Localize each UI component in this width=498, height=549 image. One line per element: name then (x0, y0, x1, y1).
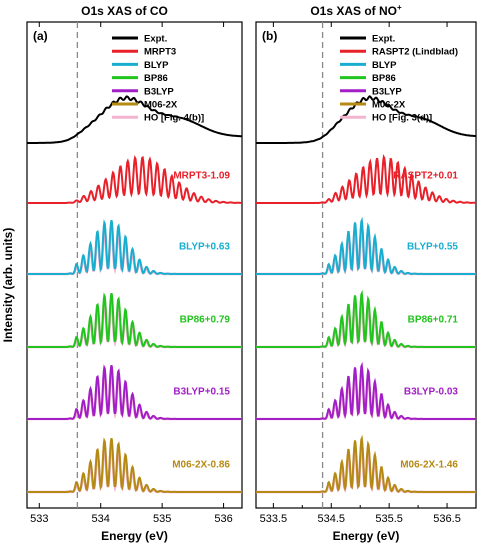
x-axis-label: Energy (eV) (101, 529, 168, 543)
panel-a: O1s XAS of CO (a) 533 534 535 536 Energy (eV) M… (26, 4, 243, 543)
legend-entry: M06-2X (372, 100, 406, 111)
legend-entry: BLYP (372, 60, 397, 71)
trace-label: BP86+0.71 (408, 315, 459, 326)
x-tick-label: 535.5 (375, 513, 403, 525)
legend-entry: BP86 (144, 73, 168, 84)
spectrum-line-blyp (27, 219, 242, 275)
spectrum-line-mrpt (27, 155, 242, 204)
legend-entry: RASPT2 (Lindblad) (372, 47, 458, 58)
spectrum-line-expt (256, 95, 476, 144)
spectrum-line-mrpt (256, 153, 477, 204)
x-tick-label: 533 (30, 513, 48, 525)
panel-label: (a) (33, 29, 48, 43)
spectrum-line-b3lyp (256, 361, 476, 420)
spectrum-line-b3lyp (27, 364, 242, 420)
legend-entry: Expt. (144, 34, 167, 45)
spectrum-line-bp86 (256, 289, 476, 348)
legend-entry: BP86 (372, 73, 396, 84)
chart-title: O1s XAS of NO+ (310, 3, 402, 18)
x-tick-label: 534 (92, 513, 110, 525)
trace-label: BLYP+0.63 (179, 242, 230, 253)
x-tick-label: 536.5 (433, 513, 461, 525)
legend-entry: M06-2X (144, 100, 178, 111)
trace-label: BLYP+0.55 (407, 242, 458, 253)
legend-entry: HO [Fig. 3(d)] (372, 113, 432, 124)
x-tick-label: 534.5 (317, 513, 345, 525)
trace-label: M06-2X-0.86 (172, 460, 230, 471)
legend-entry: B3LYP (372, 86, 402, 97)
y-axis-label: Intensity (arb. units) (1, 228, 15, 343)
x-tick-label: 536 (214, 513, 232, 525)
legend-entry: BLYP (144, 60, 169, 71)
spectrum-line-m062x (256, 434, 476, 493)
trace-label: BP86+0.79 (180, 315, 231, 326)
x-tick-label: 535 (153, 513, 171, 525)
legend-entry: MRPT3 (144, 47, 176, 58)
legend-entry: Expt. (372, 34, 395, 45)
plot-frame (26, 21, 243, 509)
x-tick-label: 533.5 (260, 513, 288, 525)
chart-title-superscript: + (397, 3, 402, 12)
panel-label: (b) (262, 29, 277, 43)
panel-b: O1s XAS of NO+ (b) 533.5 534.5 535.5 536.5 Ene… (255, 3, 477, 543)
legend-entry: B3LYP (144, 86, 174, 97)
trace-label: B3LYP+0.15 (173, 387, 230, 398)
plot-frame (255, 21, 477, 509)
spectrum-line-expt (27, 95, 242, 144)
trace-label: B3LYP-0.03 (404, 387, 459, 398)
spectrum-line-blyp (256, 216, 476, 275)
spectrum-line-m062x (27, 437, 242, 493)
spectrum-line-bp86 (27, 292, 242, 348)
legend-entry: HO [Fig. 4(b)] (144, 113, 204, 124)
x-axis-label: Energy (eV) (333, 529, 400, 543)
chart-title: O1s XAS of CO (81, 4, 168, 18)
trace-label: RASPT2+0.01 (393, 171, 458, 182)
trace-label: M06-2X-1.46 (400, 460, 458, 471)
trace-label: MRPT3-1.09 (173, 171, 230, 182)
